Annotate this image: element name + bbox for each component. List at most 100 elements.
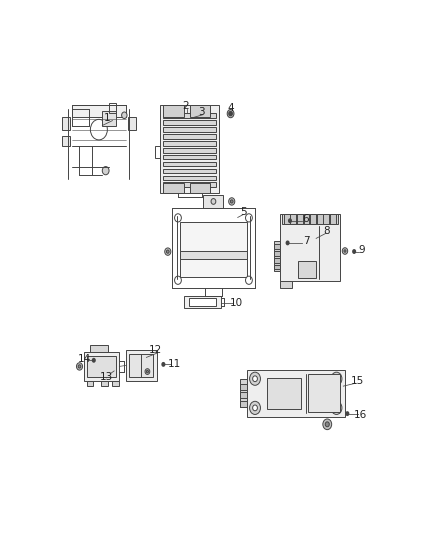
Bar — [330, 214, 336, 224]
Bar — [180, 222, 247, 277]
Circle shape — [345, 411, 350, 416]
Bar — [61, 136, 70, 146]
Circle shape — [246, 276, 252, 284]
Bar — [274, 251, 280, 256]
Bar — [204, 195, 223, 207]
Circle shape — [286, 240, 290, 245]
Text: 6: 6 — [303, 214, 309, 224]
Circle shape — [166, 250, 169, 253]
Circle shape — [90, 119, 107, 140]
Text: 13: 13 — [100, 372, 113, 382]
Bar — [274, 258, 280, 263]
Bar — [130, 354, 153, 377]
Bar — [163, 182, 216, 187]
Bar — [163, 175, 216, 180]
Bar — [160, 105, 219, 193]
Circle shape — [211, 199, 216, 204]
Bar — [240, 384, 247, 390]
Circle shape — [122, 112, 127, 118]
Bar — [163, 114, 216, 118]
Circle shape — [78, 365, 81, 368]
Bar — [163, 134, 216, 139]
Circle shape — [323, 419, 332, 430]
Bar — [128, 117, 136, 130]
Bar — [274, 241, 280, 271]
Bar — [304, 214, 310, 224]
Circle shape — [246, 214, 252, 222]
Circle shape — [352, 249, 356, 254]
Bar — [323, 214, 329, 224]
Bar — [240, 401, 247, 407]
Circle shape — [175, 276, 181, 284]
Circle shape — [77, 363, 83, 370]
Bar — [207, 296, 220, 306]
Bar — [84, 352, 119, 381]
Text: 11: 11 — [168, 359, 181, 369]
Circle shape — [250, 372, 261, 385]
Bar — [87, 356, 116, 377]
Bar — [190, 105, 211, 117]
Bar — [155, 146, 160, 158]
Circle shape — [288, 219, 292, 223]
Circle shape — [161, 362, 166, 367]
Text: 3: 3 — [198, 107, 205, 117]
Bar — [113, 381, 119, 386]
Text: 7: 7 — [303, 236, 309, 246]
Bar — [240, 392, 247, 398]
Text: 9: 9 — [359, 245, 365, 255]
Circle shape — [253, 376, 258, 382]
Circle shape — [230, 200, 233, 203]
Text: 16: 16 — [354, 410, 367, 420]
Bar — [298, 261, 316, 278]
Circle shape — [253, 405, 258, 411]
Bar — [184, 296, 221, 308]
Circle shape — [325, 422, 329, 427]
Bar — [87, 381, 93, 386]
Circle shape — [342, 248, 348, 254]
Bar — [310, 214, 316, 224]
Bar — [72, 105, 126, 117]
Circle shape — [165, 248, 171, 255]
Circle shape — [344, 250, 346, 252]
Text: 14: 14 — [78, 354, 91, 364]
Bar — [274, 264, 280, 269]
Circle shape — [102, 166, 109, 175]
Bar — [163, 155, 216, 159]
Text: 8: 8 — [323, 226, 330, 236]
Bar — [317, 214, 323, 224]
Circle shape — [146, 370, 148, 373]
Bar — [297, 214, 303, 224]
Text: 1: 1 — [104, 112, 111, 123]
Bar — [163, 120, 216, 125]
Text: 12: 12 — [149, 345, 162, 356]
Bar — [247, 370, 345, 417]
Bar — [163, 148, 216, 152]
Bar — [163, 127, 216, 132]
Text: 4: 4 — [227, 103, 234, 114]
Bar — [240, 379, 247, 407]
Text: 5: 5 — [240, 207, 247, 217]
Circle shape — [334, 376, 339, 382]
Circle shape — [250, 401, 261, 415]
Bar — [280, 214, 340, 281]
Bar — [102, 111, 116, 126]
Bar — [307, 375, 340, 412]
Bar — [190, 183, 211, 193]
Bar — [163, 162, 216, 166]
Circle shape — [331, 372, 342, 385]
Bar — [284, 214, 290, 224]
Bar — [282, 214, 338, 224]
Circle shape — [229, 198, 235, 205]
Bar — [290, 214, 296, 224]
Bar — [180, 251, 247, 259]
Bar — [189, 298, 216, 306]
Bar — [280, 281, 293, 288]
Circle shape — [145, 369, 150, 375]
Bar — [102, 381, 108, 386]
Circle shape — [175, 214, 181, 222]
Text: 10: 10 — [230, 298, 243, 308]
Circle shape — [331, 401, 342, 415]
Text: 2: 2 — [182, 101, 189, 111]
Circle shape — [334, 405, 339, 411]
Bar — [267, 378, 301, 409]
